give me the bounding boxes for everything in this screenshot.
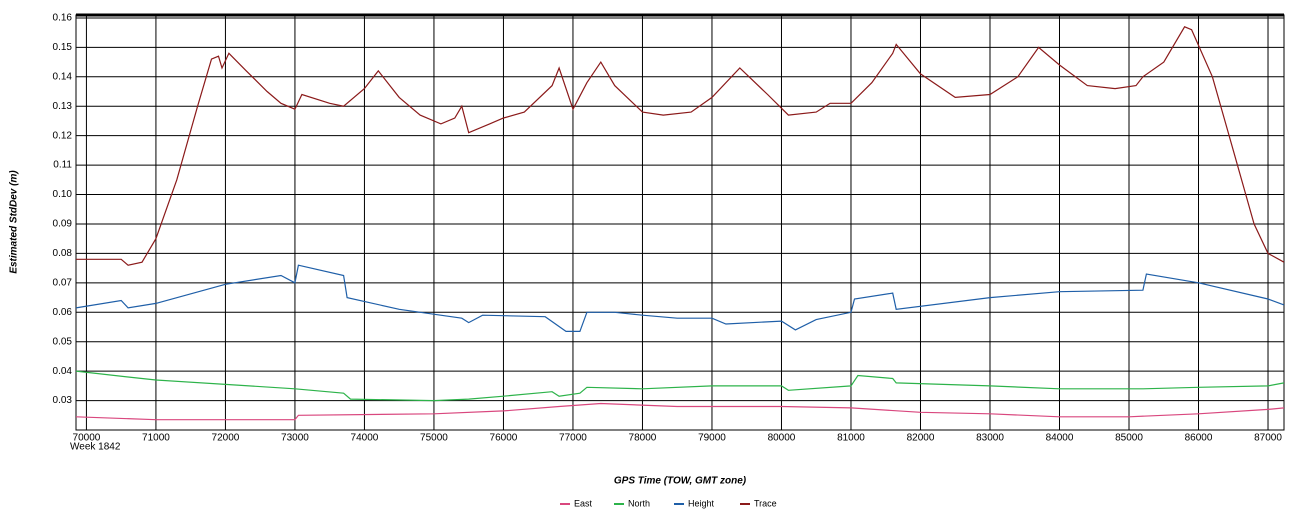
x-tick-label: 76000 (490, 433, 518, 444)
x-tick-label: 87000 (1254, 433, 1282, 444)
y-tick-label: 0.04 (53, 366, 73, 377)
y-tick-label: 0.05 (53, 336, 73, 347)
x-tick-label: 79000 (698, 433, 726, 444)
y-tick-label: 0.03 (53, 395, 73, 406)
week-annotation: Week 1842 (70, 442, 121, 453)
y-tick-label: 0.11 (53, 160, 72, 171)
y-tick-label: 0.15 (53, 42, 73, 53)
x-tick-label: 72000 (212, 433, 240, 444)
series-line (75, 264, 1285, 332)
x-tick-label: 78000 (629, 433, 657, 444)
y-tick-label: 0.12 (53, 130, 73, 141)
y-tick-label: 0.16 (53, 13, 73, 24)
y-axis-title: Estimated StdDev (m) (9, 170, 20, 274)
x-tick-label: 85000 (1115, 433, 1143, 444)
x-tick-label: 83000 (976, 433, 1004, 444)
legend-label: Trace (754, 498, 777, 508)
x-tick-label: 75000 (420, 433, 448, 444)
x-tick-label: 77000 (559, 433, 587, 444)
y-tick-label: 0.13 (53, 101, 73, 112)
y-tick-label: 0.08 (53, 248, 73, 259)
legend-label: Height (688, 498, 715, 508)
series-line (76, 26, 1285, 266)
legend-label: North (628, 498, 650, 508)
x-tick-label: 73000 (281, 433, 309, 444)
x-axis-title: GPS Time (TOW, GMT zone) (614, 476, 747, 487)
y-tick-label: 0.07 (53, 277, 73, 288)
y-tick-label: 0.10 (53, 189, 73, 200)
legend-label: East (574, 498, 593, 508)
x-tick-label: 86000 (1185, 433, 1213, 444)
x-tick-label: 70000 (73, 433, 101, 444)
x-tick-label: 71000 (142, 433, 170, 444)
y-tick-label: 0.09 (53, 219, 73, 230)
series-line (75, 402, 1285, 421)
series-line (75, 370, 1285, 402)
y-tick-label: 0.06 (53, 307, 73, 318)
x-tick-label: 74000 (351, 433, 379, 444)
x-tick-label: 82000 (907, 433, 935, 444)
x-tick-label: 80000 (768, 433, 796, 444)
y-tick-label: 0.14 (53, 71, 73, 82)
x-tick-label: 81000 (837, 433, 865, 444)
x-tick-label: 84000 (1046, 433, 1074, 444)
